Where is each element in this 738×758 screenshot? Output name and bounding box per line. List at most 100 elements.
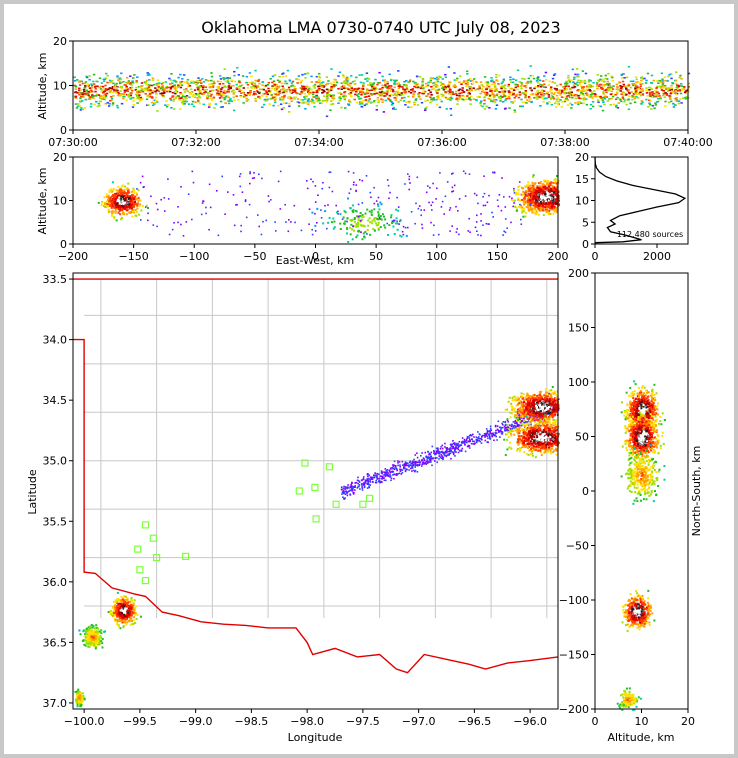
time-source-bin — [315, 81, 318, 83]
ew-source-bin — [125, 213, 128, 216]
time-source-bin — [117, 79, 120, 82]
time-source-bin — [562, 86, 565, 88]
time-source-bin — [606, 78, 609, 80]
ew-source-bin — [109, 198, 112, 201]
time-source-bin — [240, 92, 243, 94]
time-source-bin — [301, 85, 304, 88]
time-source-bin — [374, 86, 377, 89]
ew-source-bin — [139, 181, 142, 184]
ew-source-bin — [539, 207, 542, 210]
ew-source-bin — [355, 184, 358, 186]
time-source-bin — [631, 96, 634, 98]
time-source-bin — [623, 101, 626, 103]
time-source-bin — [164, 104, 167, 106]
time-source-bin — [541, 91, 544, 94]
time-source-bin — [609, 86, 612, 89]
time-source-bin — [233, 91, 236, 94]
ew-source-bin — [274, 221, 276, 223]
time-source-bin — [332, 81, 335, 83]
ew-source-bin — [103, 204, 105, 207]
time-source-bin — [486, 87, 489, 89]
ew-source-bin — [121, 204, 124, 207]
plan-source-bin — [416, 452, 418, 454]
time-source-bin — [486, 83, 489, 86]
time-source-bin — [529, 65, 532, 67]
time-source-bin — [599, 83, 602, 86]
plan-source-bin — [459, 449, 461, 452]
ew-source-bin — [390, 216, 393, 219]
plan-source-bin — [404, 462, 406, 465]
time-source-bin — [426, 99, 429, 102]
ew-source-bin — [504, 206, 507, 208]
time-source-bin — [554, 102, 557, 105]
time-source-bin — [422, 91, 425, 93]
plan-source-bin — [507, 421, 510, 423]
time-source-bin — [283, 102, 286, 104]
time-source-bin — [210, 75, 214, 78]
time-source-bin — [237, 99, 240, 101]
time-source-bin — [394, 108, 397, 111]
time-source-bin — [120, 87, 123, 90]
ew-source-bin — [277, 180, 280, 183]
time-source-bin — [353, 80, 356, 82]
time-source-bin — [114, 88, 117, 91]
time-source-bin — [202, 93, 205, 95]
plan-source-bin — [396, 474, 398, 476]
ew-source-bin — [327, 221, 330, 224]
plan-source-bin — [438, 453, 441, 455]
time-source-bin — [674, 104, 677, 106]
time-source-bin — [376, 98, 379, 101]
time-source-bin — [469, 103, 472, 105]
time-source-bin — [238, 90, 241, 93]
time-source-bin — [654, 102, 657, 104]
time-source-bin — [495, 99, 498, 101]
time-source-bin — [130, 92, 133, 94]
time-source-bin — [612, 85, 615, 87]
ew-source-bin — [553, 182, 556, 185]
time-source-bin — [198, 96, 202, 99]
ew-source-bin — [498, 194, 501, 196]
time-source-bin — [246, 99, 250, 101]
plan-source-bin — [401, 471, 404, 474]
time-source-bin — [311, 100, 315, 102]
ew-source-bin — [443, 213, 445, 215]
plan-source-bin — [358, 485, 360, 488]
time-source-bin — [184, 89, 188, 91]
ew-source-bin — [134, 195, 136, 198]
ew-source-bin — [126, 208, 129, 210]
ew-source-bin — [133, 191, 136, 194]
ew-source-bin — [448, 209, 451, 211]
time-source-bin — [79, 97, 82, 99]
ew-source-bin — [116, 200, 119, 203]
time-source-bin — [240, 84, 244, 86]
plan-source-bin — [486, 430, 489, 432]
time-source-bin — [149, 92, 152, 95]
plan-source-bin — [383, 474, 385, 476]
time-source-bin — [227, 91, 230, 93]
time-source-bin — [422, 88, 425, 91]
time-source-bin — [665, 87, 669, 89]
time-source-bin — [226, 91, 229, 93]
time-source-bin — [669, 98, 672, 100]
time-source-bin — [235, 88, 239, 90]
time-source-bin — [605, 83, 609, 85]
time-source-bin — [179, 82, 182, 84]
ew-source-bin — [366, 229, 369, 231]
ew-source-bin — [377, 204, 380, 207]
time-source-bin — [130, 86, 134, 89]
time-source-bin — [516, 85, 519, 88]
plan-source-bin — [402, 467, 405, 470]
plan-source-bin — [496, 439, 498, 441]
time-source-bin — [522, 92, 525, 94]
time-source-bin — [671, 82, 675, 85]
time-source-bin — [597, 101, 600, 103]
ew-source-bin — [517, 198, 520, 201]
ew-source-bin — [239, 185, 242, 188]
time-source-bin — [415, 75, 419, 78]
time-source-bin — [338, 99, 341, 102]
ew-source-bin — [537, 191, 540, 194]
time-source-bin — [274, 101, 277, 103]
time-source-bin — [265, 95, 268, 98]
time-source-bin — [290, 85, 293, 87]
time-source-bin — [627, 99, 630, 101]
